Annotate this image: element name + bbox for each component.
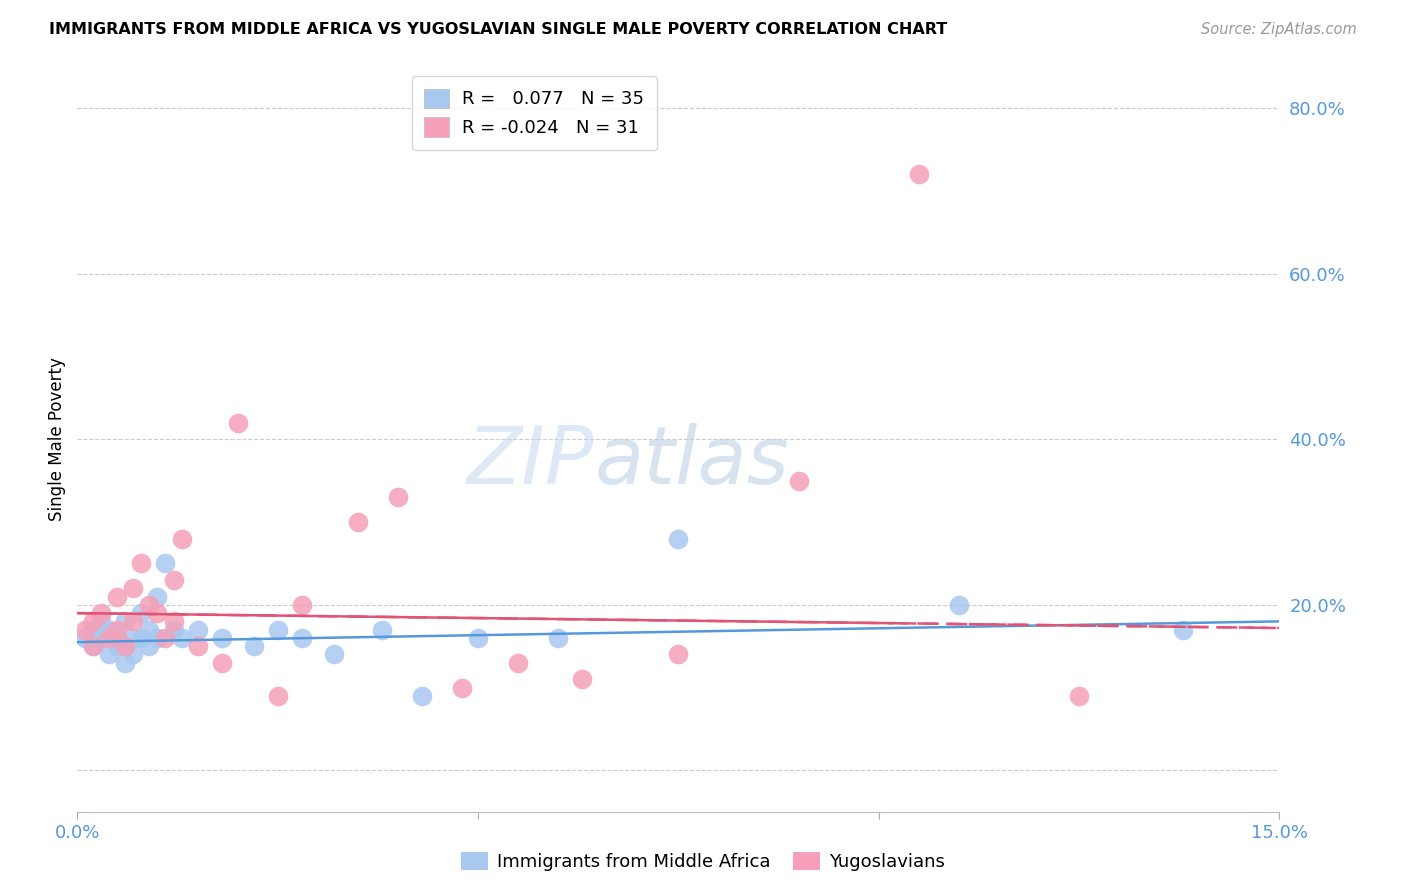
Text: Source: ZipAtlas.com: Source: ZipAtlas.com [1201, 22, 1357, 37]
Point [242, 639, 264, 653]
Point [82, 639, 104, 653]
Point [114, 656, 136, 670]
Point [187, 623, 209, 637]
Point [347, 515, 370, 529]
Point [508, 656, 530, 670]
Point [107, 639, 129, 653]
Point [146, 606, 169, 620]
Point [162, 615, 184, 629]
Point [90, 615, 112, 629]
Point [267, 623, 290, 637]
Point [371, 623, 394, 637]
Point [138, 623, 160, 637]
Text: ZIP: ZIP [467, 423, 595, 500]
Point [75, 623, 97, 637]
Point [547, 631, 569, 645]
Point [122, 615, 145, 629]
Point [411, 689, 433, 703]
Point [146, 590, 169, 604]
Point [82, 623, 104, 637]
Point [170, 532, 193, 546]
Point [82, 639, 104, 653]
Point [114, 639, 136, 653]
Point [291, 631, 314, 645]
Point [467, 631, 489, 645]
Legend: R =   0.077   N = 35, R = -0.024   N = 31: R = 0.077 N = 35, R = -0.024 N = 31 [412, 76, 657, 150]
Point [155, 557, 177, 571]
Point [187, 639, 209, 653]
Legend: Immigrants from Middle Africa, Yugoslavians: Immigrants from Middle Africa, Yugoslavi… [454, 845, 952, 879]
Point [668, 532, 690, 546]
Point [211, 631, 233, 645]
Point [107, 590, 129, 604]
Point [122, 631, 145, 645]
Text: IMMIGRANTS FROM MIDDLE AFRICA VS YUGOSLAVIAN SINGLE MALE POVERTY CORRELATION CHA: IMMIGRANTS FROM MIDDLE AFRICA VS YUGOSLA… [49, 22, 948, 37]
Point [211, 656, 233, 670]
Point [90, 606, 112, 620]
Point [138, 639, 160, 653]
Point [131, 631, 153, 645]
Point [948, 598, 970, 612]
Point [668, 648, 690, 662]
Point [322, 648, 344, 662]
Point [226, 416, 249, 430]
Point [291, 598, 314, 612]
Point [82, 615, 104, 629]
Point [107, 631, 129, 645]
Point [98, 648, 121, 662]
Point [1173, 623, 1195, 637]
Point [138, 598, 160, 612]
Point [162, 623, 184, 637]
Point [107, 623, 129, 637]
Point [162, 573, 184, 587]
Point [170, 631, 193, 645]
Y-axis label: Single Male Poverty: Single Male Poverty [48, 358, 66, 521]
Point [155, 631, 177, 645]
Point [75, 631, 97, 645]
Text: atlas: atlas [595, 423, 789, 500]
Point [146, 631, 169, 645]
Point [787, 474, 810, 488]
Point [122, 582, 145, 596]
Point [267, 689, 290, 703]
Point [98, 623, 121, 637]
Point [571, 673, 593, 687]
Point [131, 557, 153, 571]
Point [98, 631, 121, 645]
Point [122, 648, 145, 662]
Point [114, 615, 136, 629]
Point [1069, 689, 1091, 703]
Point [90, 631, 112, 645]
Point [451, 681, 474, 695]
Point [387, 490, 409, 504]
Point [908, 168, 931, 182]
Point [131, 606, 153, 620]
